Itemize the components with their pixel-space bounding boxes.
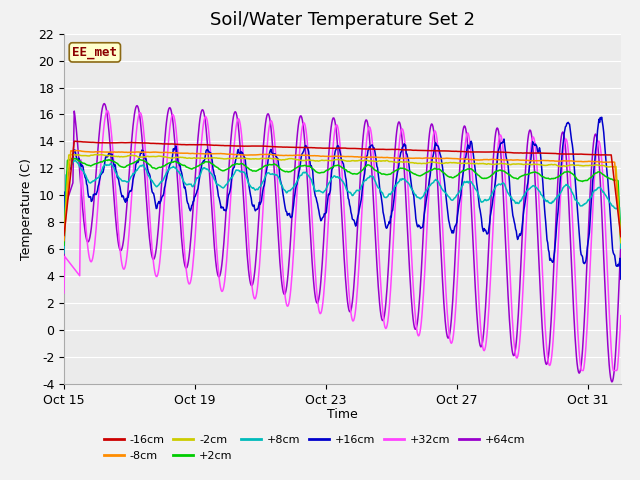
- Text: EE_met: EE_met: [72, 46, 117, 59]
- Y-axis label: Temperature (C): Temperature (C): [20, 158, 33, 260]
- Title: Soil/Water Temperature Set 2: Soil/Water Temperature Set 2: [210, 11, 475, 29]
- Legend: -16cm, -8cm, -2cm, +2cm, +8cm, +16cm, +32cm, +64cm: -16cm, -8cm, -2cm, +2cm, +8cm, +16cm, +3…: [104, 435, 525, 461]
- X-axis label: Time: Time: [327, 408, 358, 421]
